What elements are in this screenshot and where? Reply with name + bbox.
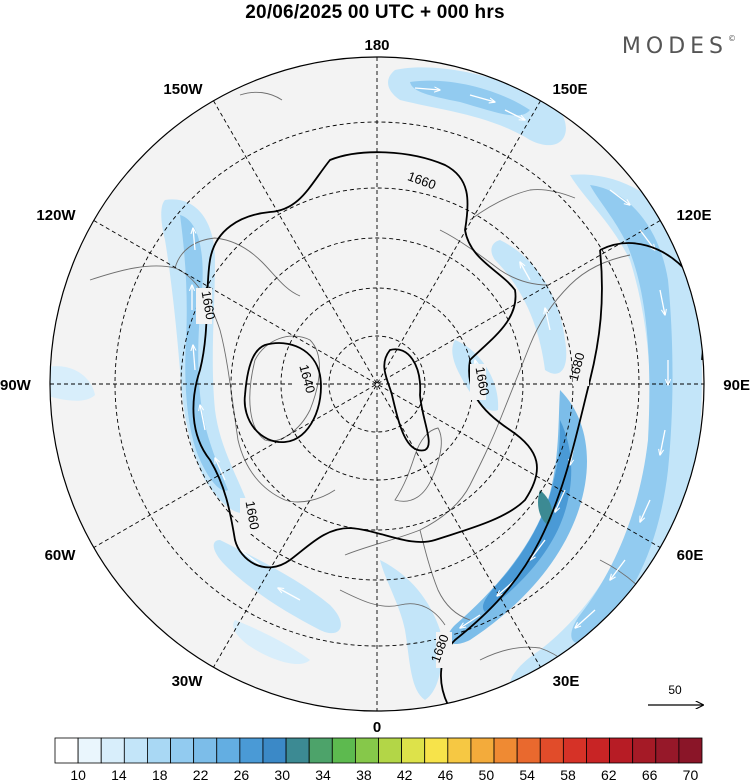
colorbar-swatch: [493, 737, 518, 764]
lon-label-120w: 120W: [36, 207, 76, 224]
lon-label-150e: 150E: [552, 81, 587, 98]
colorbar-swatch: [123, 737, 148, 764]
colorbar-swatch: [678, 737, 703, 764]
lon-label-90e: 90E: [723, 377, 750, 394]
longitude-labels: 180 0 90W 90E 150W 150E 120W 120E 60W 60…: [0, 37, 750, 736]
colorbar-swatch: [77, 737, 102, 764]
colorbar-tick-label: 34: [315, 767, 331, 782]
lon-label-60w: 60W: [45, 547, 77, 564]
map-border: [49, 56, 705, 712]
colorbar-swatch: [262, 737, 287, 764]
colorbar-swatch: [193, 737, 218, 764]
brand-mark: ©: [728, 34, 736, 43]
lon-label-30w: 30W: [172, 673, 204, 690]
colorbar-swatch: [354, 737, 379, 764]
colorbar-tick-label: 62: [601, 767, 617, 782]
contour-label: 1660: [243, 500, 263, 531]
meridian-grid: [50, 57, 704, 711]
colorbar-tick-label: 66: [642, 767, 658, 782]
colorbar-tick-label: 46: [438, 767, 454, 782]
colorbar-swatch: [308, 737, 333, 764]
colorbar-swatch: [562, 737, 587, 764]
colorbar-tick-label: 38: [356, 767, 372, 782]
colorbar-swatch: [378, 737, 403, 764]
colorbar-tick-label: 18: [152, 767, 168, 782]
colorbar-tick-label: 50: [479, 767, 495, 782]
lon-label-150w: 150W: [163, 81, 203, 98]
colorbar-swatch: [216, 737, 241, 764]
contour-label: 1660: [473, 366, 493, 397]
colorbar-swatch: [100, 737, 125, 764]
coastlines: [89, 91, 656, 686]
lon-label-60e: 60E: [677, 547, 704, 564]
colorbar: 10 14 18 22 26 30 34 38 42 46 50 54 58 62 66 70: [54, 737, 703, 782]
lon-label-180: 180: [364, 37, 389, 54]
colorbar-tick-label: 22: [193, 767, 209, 782]
colorbar-swatch: [401, 737, 426, 764]
colorbar-tick-label: 70: [683, 767, 699, 782]
colorbar-tick-label: 14: [111, 767, 127, 782]
lon-label-30e: 30E: [553, 673, 580, 690]
vector-scale: 50: [648, 683, 703, 705]
colorbar-swatch: [285, 737, 310, 764]
colorbar-tick-label: 10: [70, 767, 86, 782]
colorbar-swatch: [632, 737, 657, 764]
contour-label: 1680: [566, 351, 588, 383]
colorbar-swatch: [54, 737, 79, 764]
vector-scale-label: 50: [668, 683, 682, 697]
colorbar-swatch: [147, 737, 171, 764]
colorbar-swatch: [424, 737, 449, 764]
lon-label-90w: 90W: [0, 377, 32, 394]
contour-label: 1660: [199, 290, 219, 321]
colorbar-swatch: [239, 737, 264, 764]
colorbar-tick-label: 58: [560, 767, 576, 782]
colorbar-swatch: [655, 737, 680, 764]
colorbar-swatch: [516, 737, 541, 764]
colorbar-swatch: [609, 737, 634, 764]
contour-labels: 1660 1660 1640 1660 1660 1680 1680: [196, 165, 589, 668]
lon-label-120e: 120E: [676, 207, 711, 224]
modes-logo: MODES©: [622, 34, 736, 59]
brand-text: MODES: [621, 34, 728, 59]
colorbar-tick-label: 54: [519, 767, 535, 782]
colorbar-swatch: [331, 737, 356, 764]
colorbar-tick-label: 26: [234, 767, 250, 782]
colorbar-swatch: [470, 737, 495, 764]
map-title: 20/06/2025 00 UTC + 000 hrs: [245, 2, 505, 23]
lon-label-0: 0: [373, 719, 381, 736]
colorbar-swatch: [586, 737, 610, 764]
colorbar-swatch: [447, 737, 472, 764]
colorbar-swatch: [539, 737, 564, 764]
map-disc: 1660 1660 1640 1660 1660 1680 1680: [50, 57, 704, 711]
contour-label: 1640: [296, 363, 318, 395]
colorbar-tick-label: 42: [397, 767, 413, 782]
colorbar-tick-label: 30: [274, 767, 290, 782]
colorbar-swatch: [170, 737, 195, 764]
